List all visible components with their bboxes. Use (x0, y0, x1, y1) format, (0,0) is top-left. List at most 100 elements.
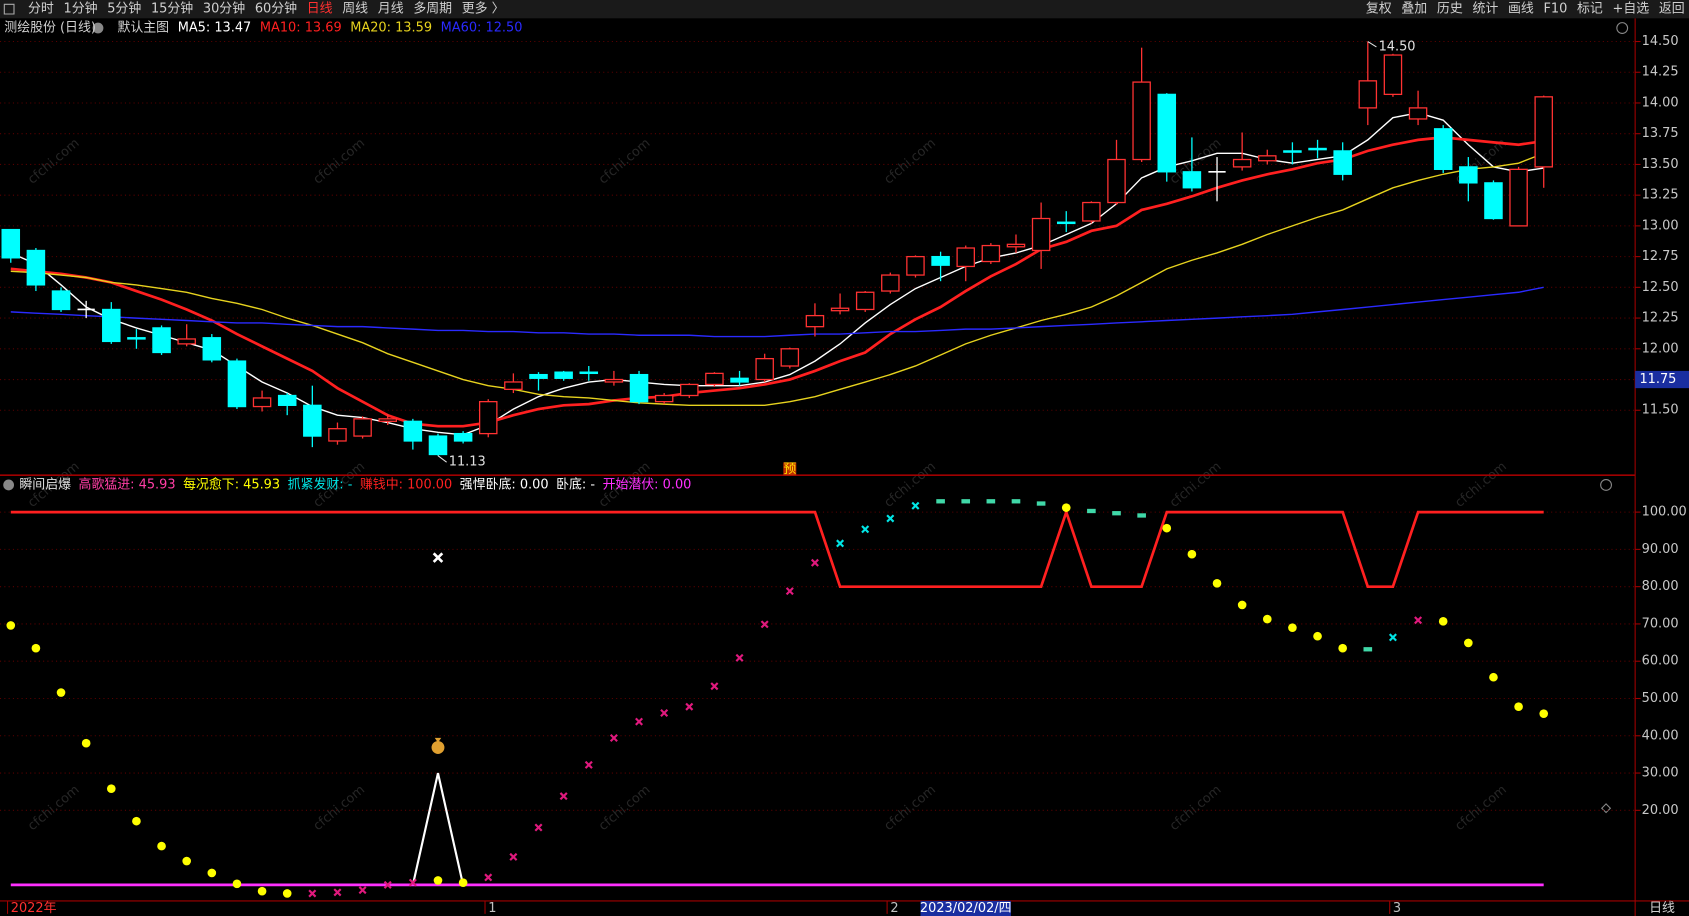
chart-header: 默认主图 (117, 20, 169, 36)
annotation-label: 14.50 (1379, 39, 1416, 54)
y-tick-label: 50.00 (1642, 691, 1679, 706)
settings-icon[interactable] (1600, 479, 1612, 491)
legend-entry: 开始潜伏: 0.00 (603, 477, 692, 492)
indicator-cross (660, 709, 669, 718)
indicator-dash (1112, 511, 1121, 516)
candle-body (102, 308, 121, 343)
legend-entry: 每况愈下: 45.93 (183, 476, 280, 492)
toolbar-item[interactable]: 复权 (1366, 1, 1392, 17)
date-box (920, 900, 1011, 916)
legend-entry: 瞬间启爆 (19, 477, 71, 492)
indicator-dot (1061, 503, 1071, 512)
indicator-dot (433, 876, 443, 885)
y-tick-label: 14.25 (1642, 65, 1679, 80)
indicator-dash (936, 499, 945, 504)
toolbar-item[interactable]: 统计 (1472, 2, 1498, 17)
indicator-cross (1388, 633, 1397, 642)
chart-header: 测绘股份 (日线) (4, 21, 96, 36)
badge: 预 (783, 462, 796, 477)
candle-body (1031, 217, 1051, 252)
candle-body (1484, 182, 1503, 220)
toolbar-item[interactable]: 1分钟 (64, 1, 98, 17)
toolbar-item[interactable]: 周线 (342, 2, 368, 17)
indicator-cross (886, 514, 895, 523)
toolbar-item[interactable]: 月线 (378, 2, 404, 17)
candle-body (1509, 168, 1528, 227)
time-label: 3 (1393, 901, 1401, 916)
toolbar-item[interactable]: 多周期 (413, 2, 452, 17)
candle-body (805, 314, 825, 328)
toolbar-item[interactable]: 画线 (1508, 2, 1534, 17)
toolbar-item[interactable]: 30分钟 (203, 1, 245, 17)
indicator-dot (207, 868, 217, 878)
candle-body (303, 404, 322, 437)
y-tick-label: 12.00 (1642, 341, 1679, 356)
y-tick-label: 13.00 (1642, 218, 1679, 233)
candle-body (26, 249, 46, 286)
indicator-dot (458, 878, 468, 887)
toolbar-item[interactable]: 标记 (1577, 2, 1603, 17)
candle-body (353, 418, 372, 437)
indicator-cross (333, 888, 342, 897)
indicator-cross (584, 760, 593, 769)
menu-icon[interactable] (3, 479, 15, 491)
indicator-dot (1162, 523, 1172, 533)
toolbar-item[interactable]: 历史 (1437, 2, 1463, 17)
toolbar-item[interactable]: 60分钟 (255, 1, 297, 17)
indicator-cross (383, 880, 392, 889)
y-tick-label: 12.50 (1642, 280, 1679, 295)
indicator-dot (182, 856, 191, 866)
candle-body (378, 418, 397, 422)
candle-body (554, 371, 573, 379)
candle-body (227, 360, 247, 408)
toolbar-item[interactable]: 15分钟 (151, 1, 193, 17)
toolbar-item[interactable]: 更多 〉 (462, 2, 505, 17)
candle-body (1358, 80, 1378, 109)
candle-body (956, 247, 975, 268)
indicator-dot (1438, 617, 1448, 626)
toolbar-item[interactable]: 5分钟 (107, 1, 141, 17)
ma-line (10, 286, 1544, 338)
indicator-line (411, 772, 465, 886)
annotation-arrow (1367, 41, 1377, 48)
legend-entry: 高歌猛进: 45.93 (79, 476, 176, 492)
indicator-dot (1464, 638, 1473, 648)
indicator-dot (1262, 614, 1272, 624)
candle-body (453, 432, 473, 442)
indicator-dash (1137, 513, 1146, 518)
indicator-dot (257, 886, 267, 896)
y-tick-label: 13.25 (1642, 188, 1679, 203)
candle-body (1333, 150, 1352, 175)
time-label: 1 (488, 901, 496, 916)
scroll-icon[interactable] (1600, 803, 1612, 814)
toolbar-item[interactable]: F10 (1543, 2, 1567, 17)
toolbar-item[interactable]: 返回 (1659, 2, 1685, 17)
toolbar-item[interactable]: 叠加 (1401, 2, 1427, 17)
menu-icon[interactable] (92, 22, 104, 34)
settings-icon[interactable] (1616, 22, 1629, 34)
y-tick-label: 70.00 (1642, 616, 1679, 631)
indicator-dot (157, 841, 166, 851)
candle-body (604, 378, 624, 383)
candle-body (152, 327, 171, 354)
indicator-cross (534, 823, 543, 832)
toolbar-item[interactable]: 分时 (28, 2, 54, 17)
indicator-cross (484, 873, 493, 882)
candle-body (629, 373, 649, 403)
price-label: 11.75 (1639, 372, 1676, 387)
indicator-line (10, 507, 1544, 589)
indicator-cross (760, 620, 769, 629)
candle-body (755, 357, 774, 381)
time-label: 2 (890, 901, 898, 916)
indicator-cross (358, 886, 367, 895)
toolbar-item[interactable]: +自选 (1613, 2, 1650, 17)
toolbar-item[interactable]: 日线 (307, 2, 333, 17)
candle-body (1258, 155, 1277, 162)
candle-body (277, 394, 297, 406)
candle-body (1182, 171, 1202, 189)
legend-entry: MA10: 13.69 (260, 21, 342, 36)
legend-entry: 赚钱中: 100.00 (360, 476, 452, 492)
annotation-arrow (437, 455, 447, 463)
candle-body (202, 337, 222, 361)
